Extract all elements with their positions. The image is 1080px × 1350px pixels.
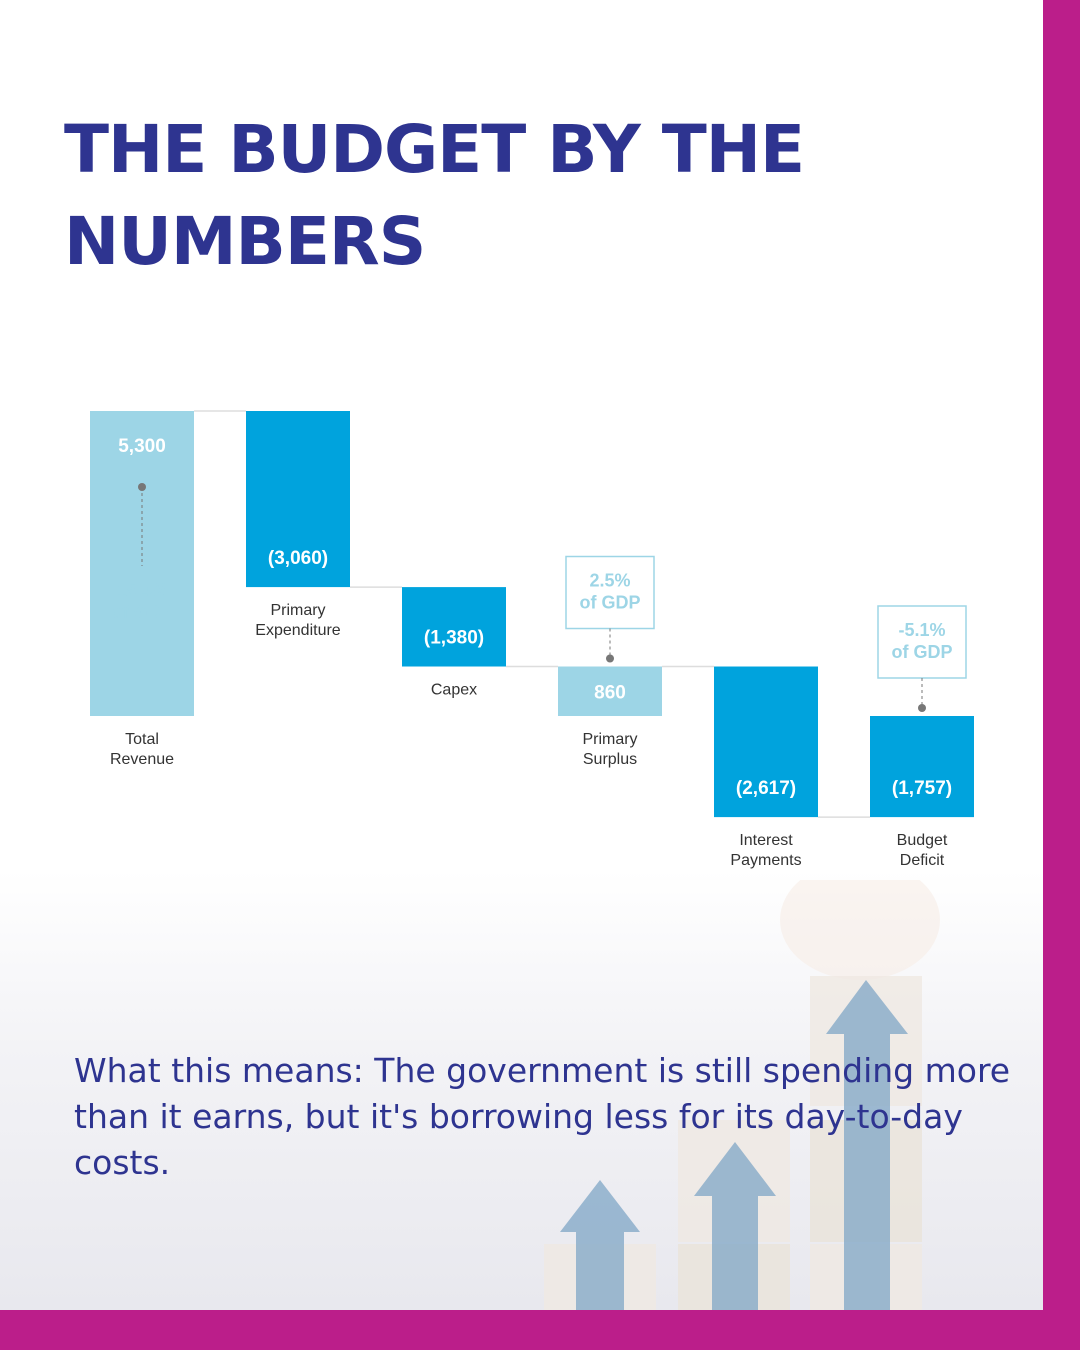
callout-dot [138, 483, 146, 491]
callout-dot [918, 704, 926, 712]
bar [870, 716, 974, 818]
bar-value-label: 5,300 [118, 436, 166, 457]
right-border [1043, 0, 1080, 1350]
category-label: Expenditure [255, 622, 340, 639]
category-label: Payments [730, 852, 801, 869]
category-label: Budget [897, 832, 948, 849]
category-label: Capex [431, 682, 477, 699]
category-label: Deficit [900, 852, 945, 869]
category-label: Primary [270, 602, 325, 619]
bar-value-label: (3,060) [268, 548, 328, 569]
waterfall-chart: 5,300 Total Revenue (3,060) Primary Expenditu… [90, 410, 974, 869]
category-label: Primary [582, 731, 637, 748]
bar [714, 666, 818, 818]
callout-dot [606, 654, 614, 663]
category-label: Total [125, 731, 159, 748]
gdp-callout-text: of GDP [892, 642, 953, 662]
caption-text: What this means: The government is still… [74, 1051, 1011, 1182]
bar-value-label: (1,757) [892, 778, 952, 799]
category-label: Interest [739, 832, 793, 849]
gdp-callout-text: of GDP [112, 602, 173, 622]
gdp-callout-text: of GDP [580, 593, 641, 613]
page-title: THE BUDGET BY THE NUMBERS [64, 111, 805, 280]
bar [558, 666, 662, 716]
bar [246, 411, 350, 588]
stacked-blocks-with-up-arrows-icon [544, 880, 940, 1310]
gdp-callout-text: 2.5% [589, 571, 630, 591]
bar-value-label: (2,617) [736, 778, 796, 799]
bottom-border [0, 1310, 1080, 1350]
category-label: Revenue [110, 751, 174, 768]
gdp-callout-text: -5.1% [898, 620, 945, 640]
bar [90, 411, 194, 716]
bar-value-label: (1,380) [424, 628, 484, 649]
bar-value-label: 860 [594, 682, 626, 703]
bar [402, 587, 506, 667]
gdp-callout-text: 15.4% [116, 580, 167, 600]
category-label: Surplus [583, 751, 637, 768]
